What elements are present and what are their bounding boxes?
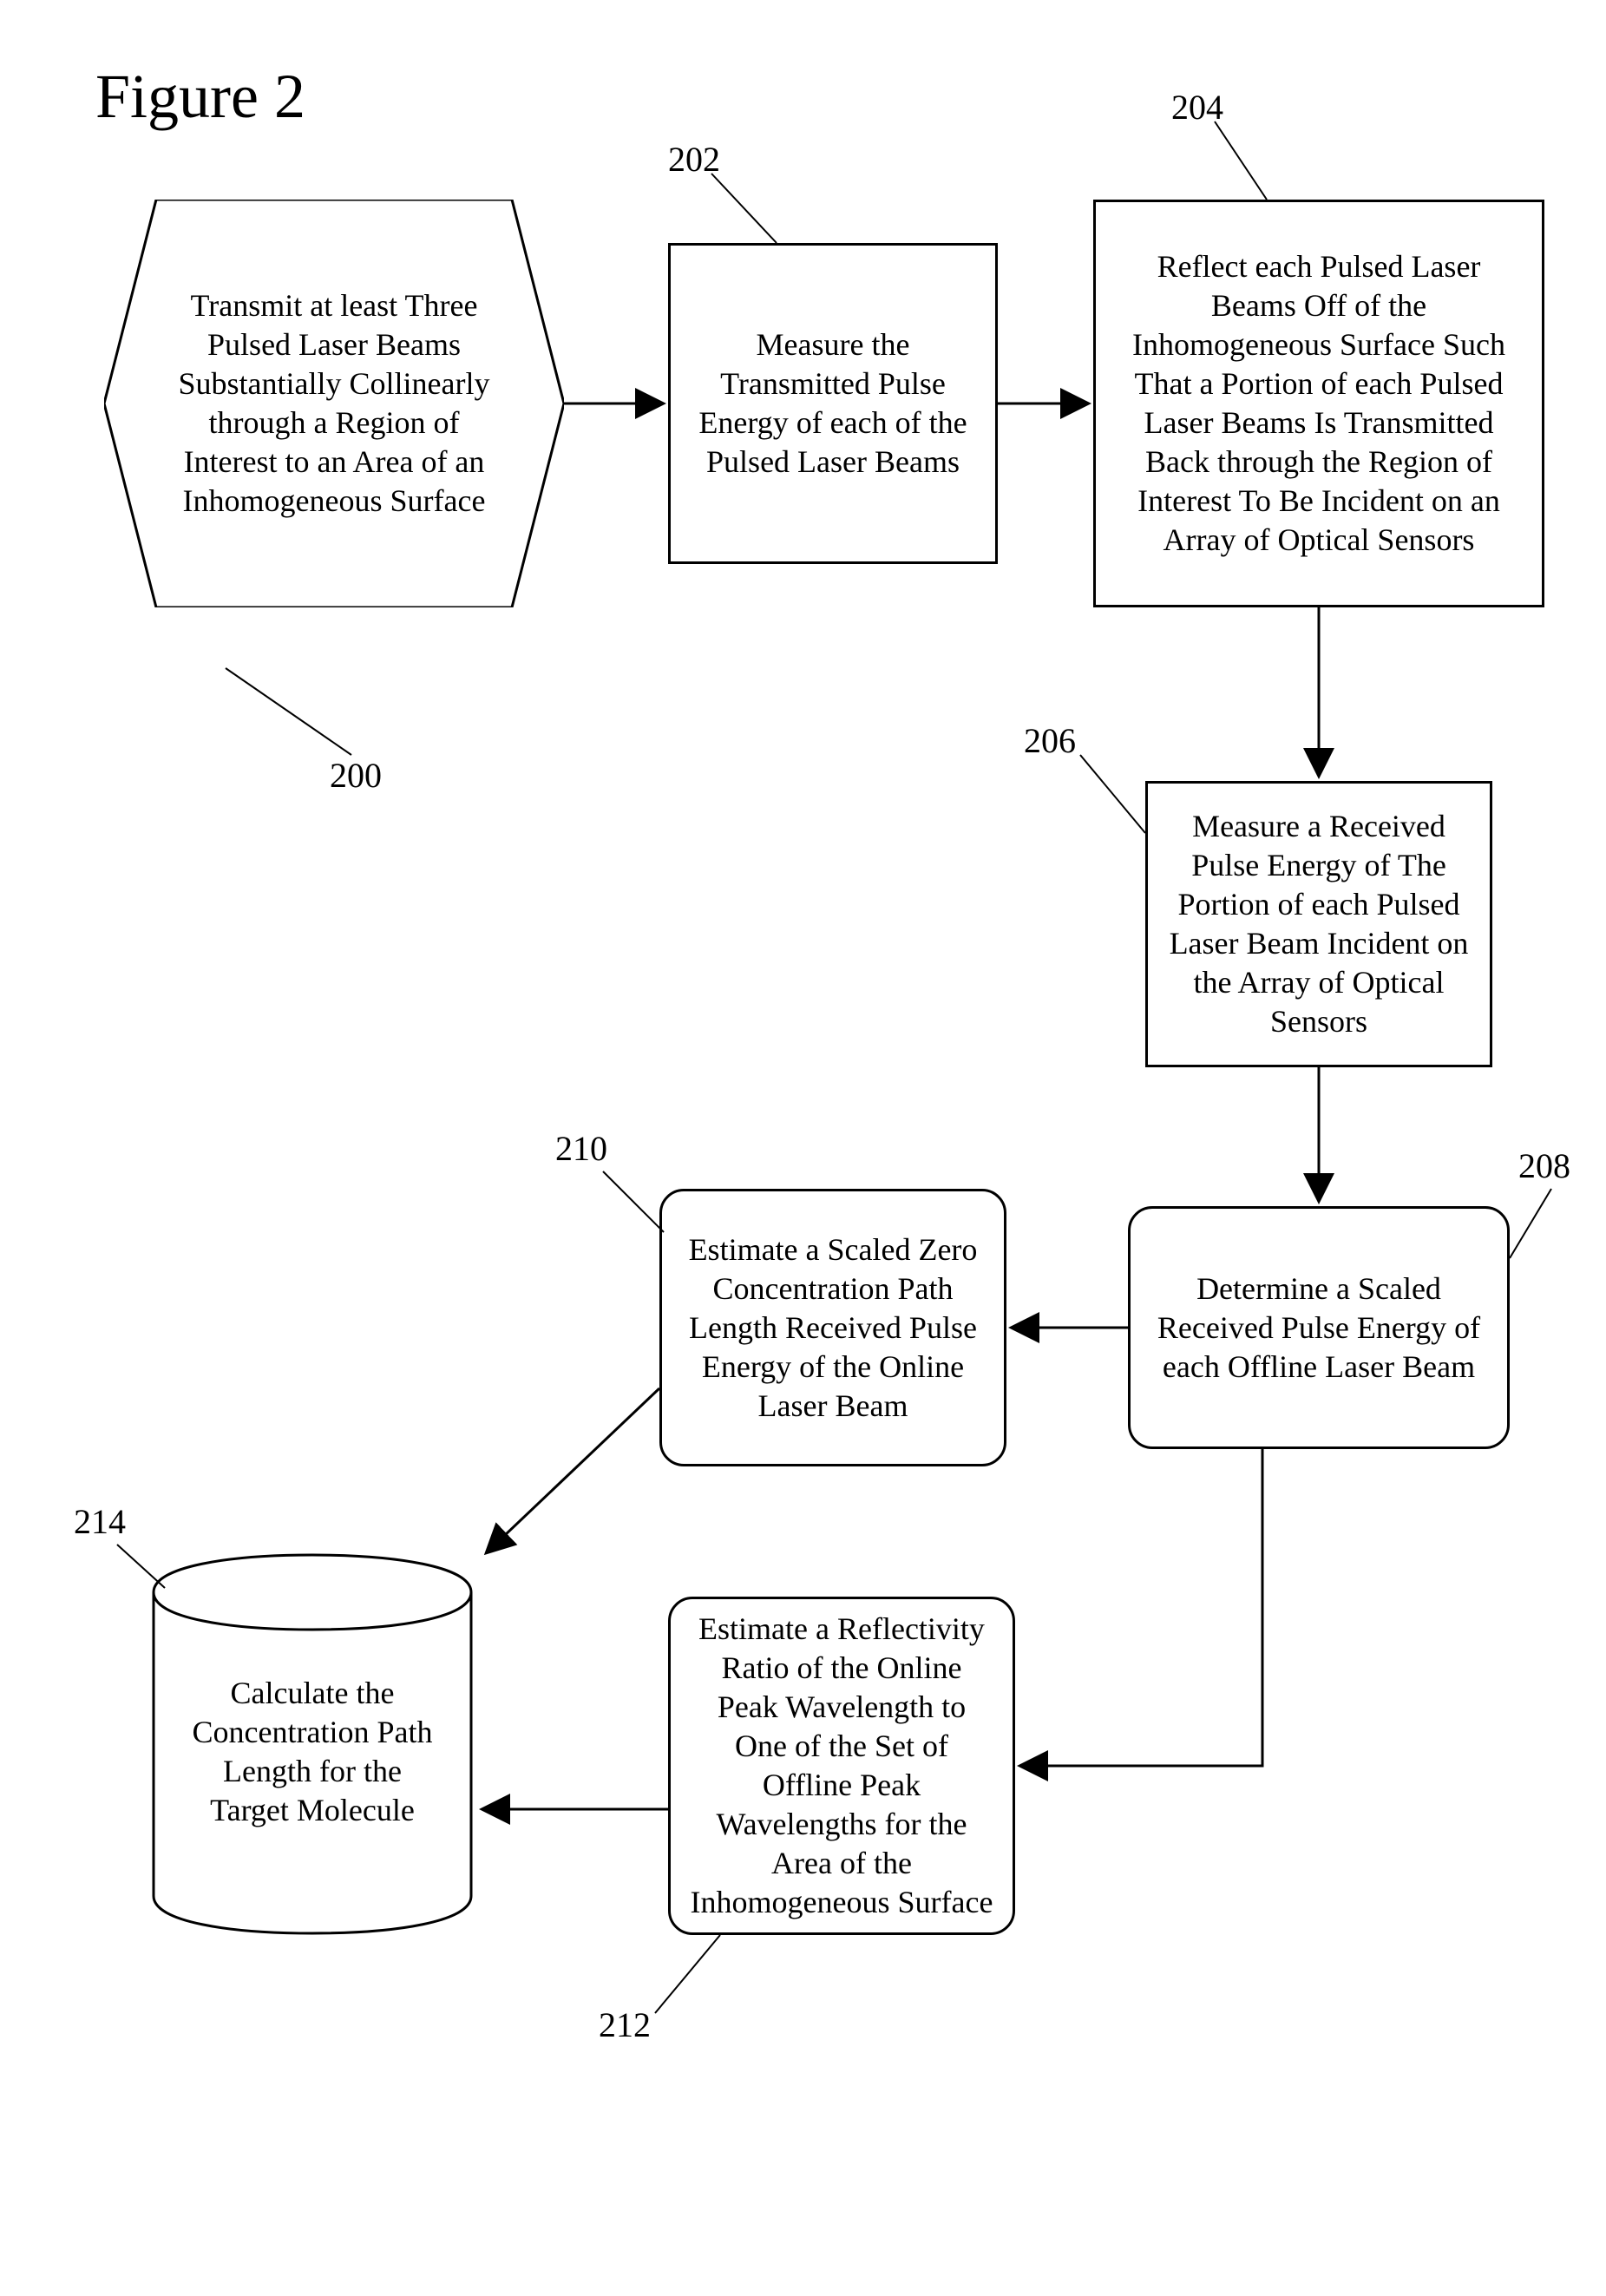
node-200-transmit-hexagon: Transmit at least Three Pulsed Laser Bea… (104, 200, 564, 607)
node-204-reflect: Reflect each Pulsed Laser Beams Off of t… (1093, 200, 1544, 607)
leader-1 (711, 174, 777, 243)
ref-202: 202 (668, 139, 720, 180)
figure-title: Figure 2 (95, 61, 305, 133)
ref-212: 212 (599, 2004, 651, 2045)
node-210-text: Estimate a Scaled Zero Concentration Pat… (679, 1230, 987, 1426)
node-204-text: Reflect each Pulsed Laser Beams Off of t… (1113, 247, 1524, 560)
node-208-determine-scaled: Determine a Scaled Received Pulse Energy… (1128, 1206, 1510, 1449)
leader-0 (226, 668, 351, 755)
edge-n208-n212 (1019, 1449, 1262, 1766)
node-206-measure-received: Measure a Received Pulse Energy of The P… (1145, 781, 1492, 1067)
node-212-text: Estimate a Reflectivity Ratio of the Onl… (688, 1610, 995, 1922)
leader-5 (603, 1171, 664, 1232)
ref-214: 214 (74, 1501, 126, 1542)
ref-200: 200 (330, 755, 382, 796)
ref-208: 208 (1518, 1145, 1570, 1186)
node-214-text: Calculate the Concentration Path Length … (184, 1674, 441, 1830)
node-200-text: Transmit at least Three Pulsed Laser Bea… (174, 286, 495, 521)
ref-210: 210 (555, 1128, 607, 1169)
leader-4 (1510, 1189, 1551, 1258)
leader-3 (1080, 755, 1145, 833)
leader-6 (655, 1935, 720, 2013)
node-214-calculate-drum: Calculate the Concentration Path Length … (152, 1553, 473, 1935)
node-202-measure-transmitted: Measure the Transmitted Pulse Energy of … (668, 243, 998, 564)
node-208-text: Determine a Scaled Received Pulse Energy… (1148, 1269, 1490, 1387)
node-210-estimate-zero: Estimate a Scaled Zero Concentration Pat… (659, 1189, 1006, 1466)
edge-n210-n214 (486, 1388, 659, 1553)
ref-206: 206 (1024, 720, 1076, 761)
ref-204: 204 (1171, 87, 1223, 128)
node-206-text: Measure a Received Pulse Energy of The P… (1165, 807, 1472, 1041)
leader-2 (1215, 121, 1267, 200)
node-202-text: Measure the Transmitted Pulse Energy of … (688, 325, 978, 482)
node-212-estimate-reflectivity: Estimate a Reflectivity Ratio of the Onl… (668, 1597, 1015, 1935)
